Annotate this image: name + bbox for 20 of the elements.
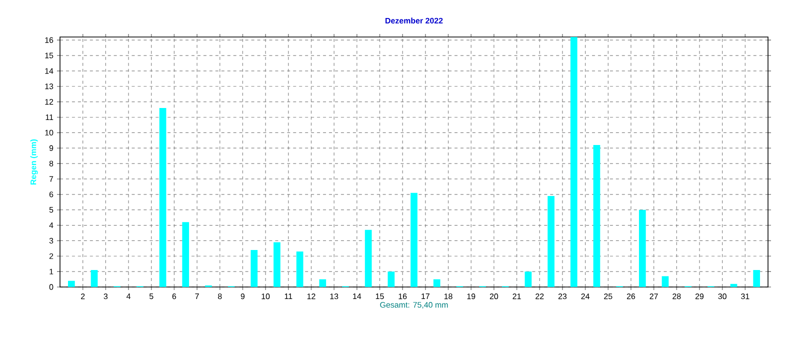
bar bbox=[274, 242, 280, 287]
bar bbox=[159, 108, 166, 287]
bar bbox=[433, 279, 440, 287]
bar bbox=[410, 192, 418, 287]
bar bbox=[753, 270, 760, 287]
bar bbox=[593, 145, 600, 287]
bar bbox=[524, 272, 532, 287]
bar bbox=[90, 270, 98, 287]
bar bbox=[548, 196, 554, 287]
bar bbox=[68, 280, 75, 287]
bar bbox=[250, 250, 258, 287]
bar bbox=[638, 210, 646, 287]
bar bbox=[570, 36, 578, 287]
bar bbox=[319, 279, 326, 287]
bar bbox=[296, 252, 304, 287]
bar bbox=[662, 276, 669, 287]
bar bbox=[730, 284, 738, 287]
bar bbox=[182, 222, 190, 287]
bar bbox=[364, 230, 372, 287]
bar bbox=[388, 272, 395, 287]
